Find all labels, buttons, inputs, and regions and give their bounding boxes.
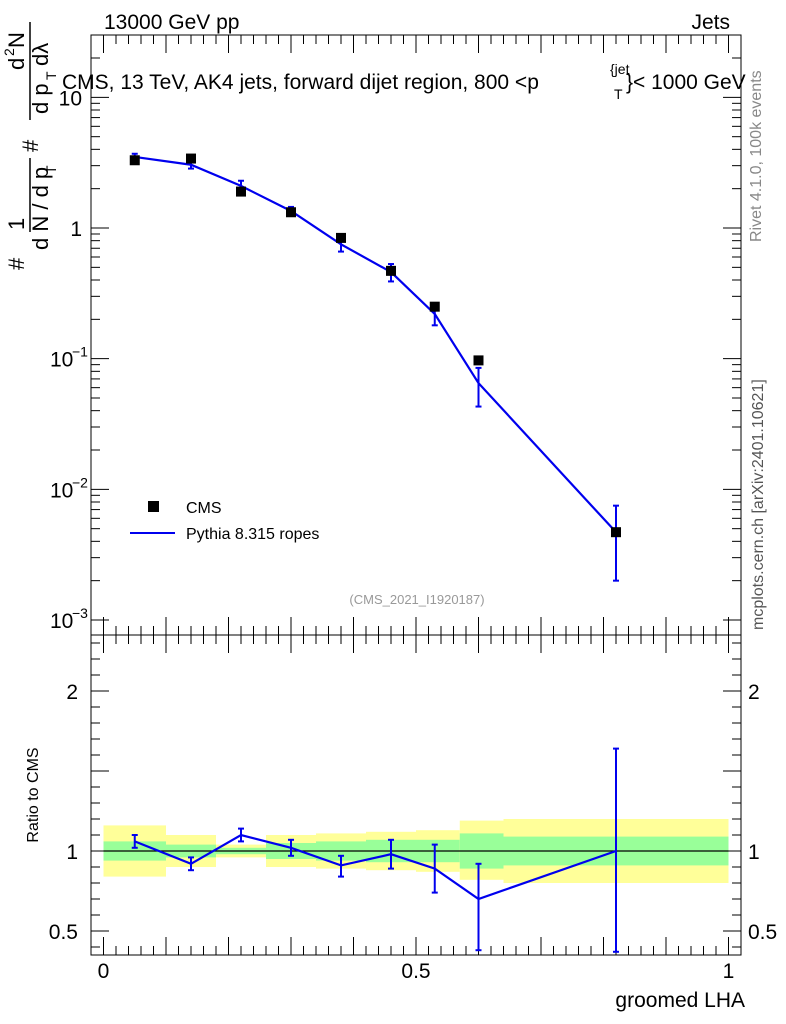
data-point (336, 232, 346, 243)
main-ytick-label-2: 10 (50, 349, 73, 372)
legend-label-mc: Pythia 8.315 ropes (186, 526, 319, 543)
data-point (129, 155, 140, 166)
ratio-series (131, 747, 619, 953)
y-title-d: d (4, 58, 29, 70)
analysis-id: (CMS_2021_I1920187) (349, 592, 484, 607)
data-point (611, 527, 621, 538)
y-title-sub-T-2: T (43, 71, 59, 80)
main-ytick-exp-2: −1 (72, 344, 88, 360)
category-label: Jets (691, 11, 730, 34)
x-axis-title: groomed LHA (615, 989, 745, 1012)
plot-title-end: }< 1000 GeV (626, 71, 746, 94)
y-title-sub-T-1: T (43, 165, 59, 174)
data-point (473, 355, 484, 366)
ratio-ytick-label-left-2: 2 (66, 681, 78, 704)
energy-label: 13000 GeV pp (104, 11, 239, 34)
ratio-ytick-label-right-2: 2 (748, 681, 760, 704)
ratio-y-axis-title: Ratio to CMS (25, 747, 42, 842)
ratio-ytick-label-left-0: 0.5 (49, 921, 78, 944)
y-title-hash-1: # (4, 257, 29, 270)
main-series (129, 152, 621, 582)
y-title-one: 1 (4, 218, 29, 230)
xtick-label-1: 0.5 (401, 960, 430, 983)
y-title-dpT: d p (28, 83, 53, 114)
x-axis-ticks: 0 0.5 1 (98, 35, 735, 983)
mc-line (134, 155, 617, 533)
plot-title-main: CMS, 13 TeV, AK4 jets, forward dijet reg… (62, 71, 539, 94)
main-ytick-exp-3: −2 (72, 474, 88, 490)
y-title-dN-dpT: d N / d p (28, 167, 53, 250)
main-ytick-exp-4: −3 (72, 605, 88, 621)
plot-title: CMS, 13 TeV, AK4 jets, forward dijet reg… (62, 61, 746, 102)
plot-title-sub: T (614, 86, 623, 102)
y-title-hash-2: # (18, 139, 43, 152)
y-title-dlambda: dλ (28, 43, 53, 66)
data-point (236, 186, 246, 197)
legend-marker-cms (148, 501, 159, 512)
ratio-y-ticks: 0.5 0.5 1 1 2 2 (49, 642, 777, 948)
y-title-sup-2: 2 (1, 48, 17, 56)
data-point (386, 265, 396, 276)
ratio-plot-frame (90, 634, 742, 956)
main-ytick-label-0: 10 (59, 87, 82, 110)
y-title-N: N (4, 32, 29, 48)
main-ytick-label-3: 10 (50, 479, 73, 502)
mcplots-label: mcplots.cern.ch [arXiv:2401.10621] (750, 379, 767, 630)
ratio-ytick-label-left-1: 1 (66, 841, 78, 864)
rivet-label: Rivet 4.1.0, 100k events (748, 70, 765, 242)
xtick-label-0: 0 (98, 960, 110, 983)
plot-title-sup: {jet (610, 61, 630, 77)
main-ytick-label-1: 1 (70, 218, 82, 241)
legend-label-cms: CMS (186, 500, 222, 517)
xtick-label-2: 1 (723, 960, 735, 983)
legend: CMS Pythia 8.315 ropes (130, 500, 319, 543)
main-plot-frame (90, 34, 742, 636)
ratio-ytick-label-right-1: 1 (748, 841, 760, 864)
ratio-uncertainty-bands (103, 819, 729, 883)
main-ytick-label-4: 10 (50, 610, 73, 633)
data-point (186, 153, 196, 164)
data-point (286, 207, 296, 218)
ratio-ytick-label-right-0: 0.5 (748, 921, 777, 944)
data-point (429, 301, 440, 312)
